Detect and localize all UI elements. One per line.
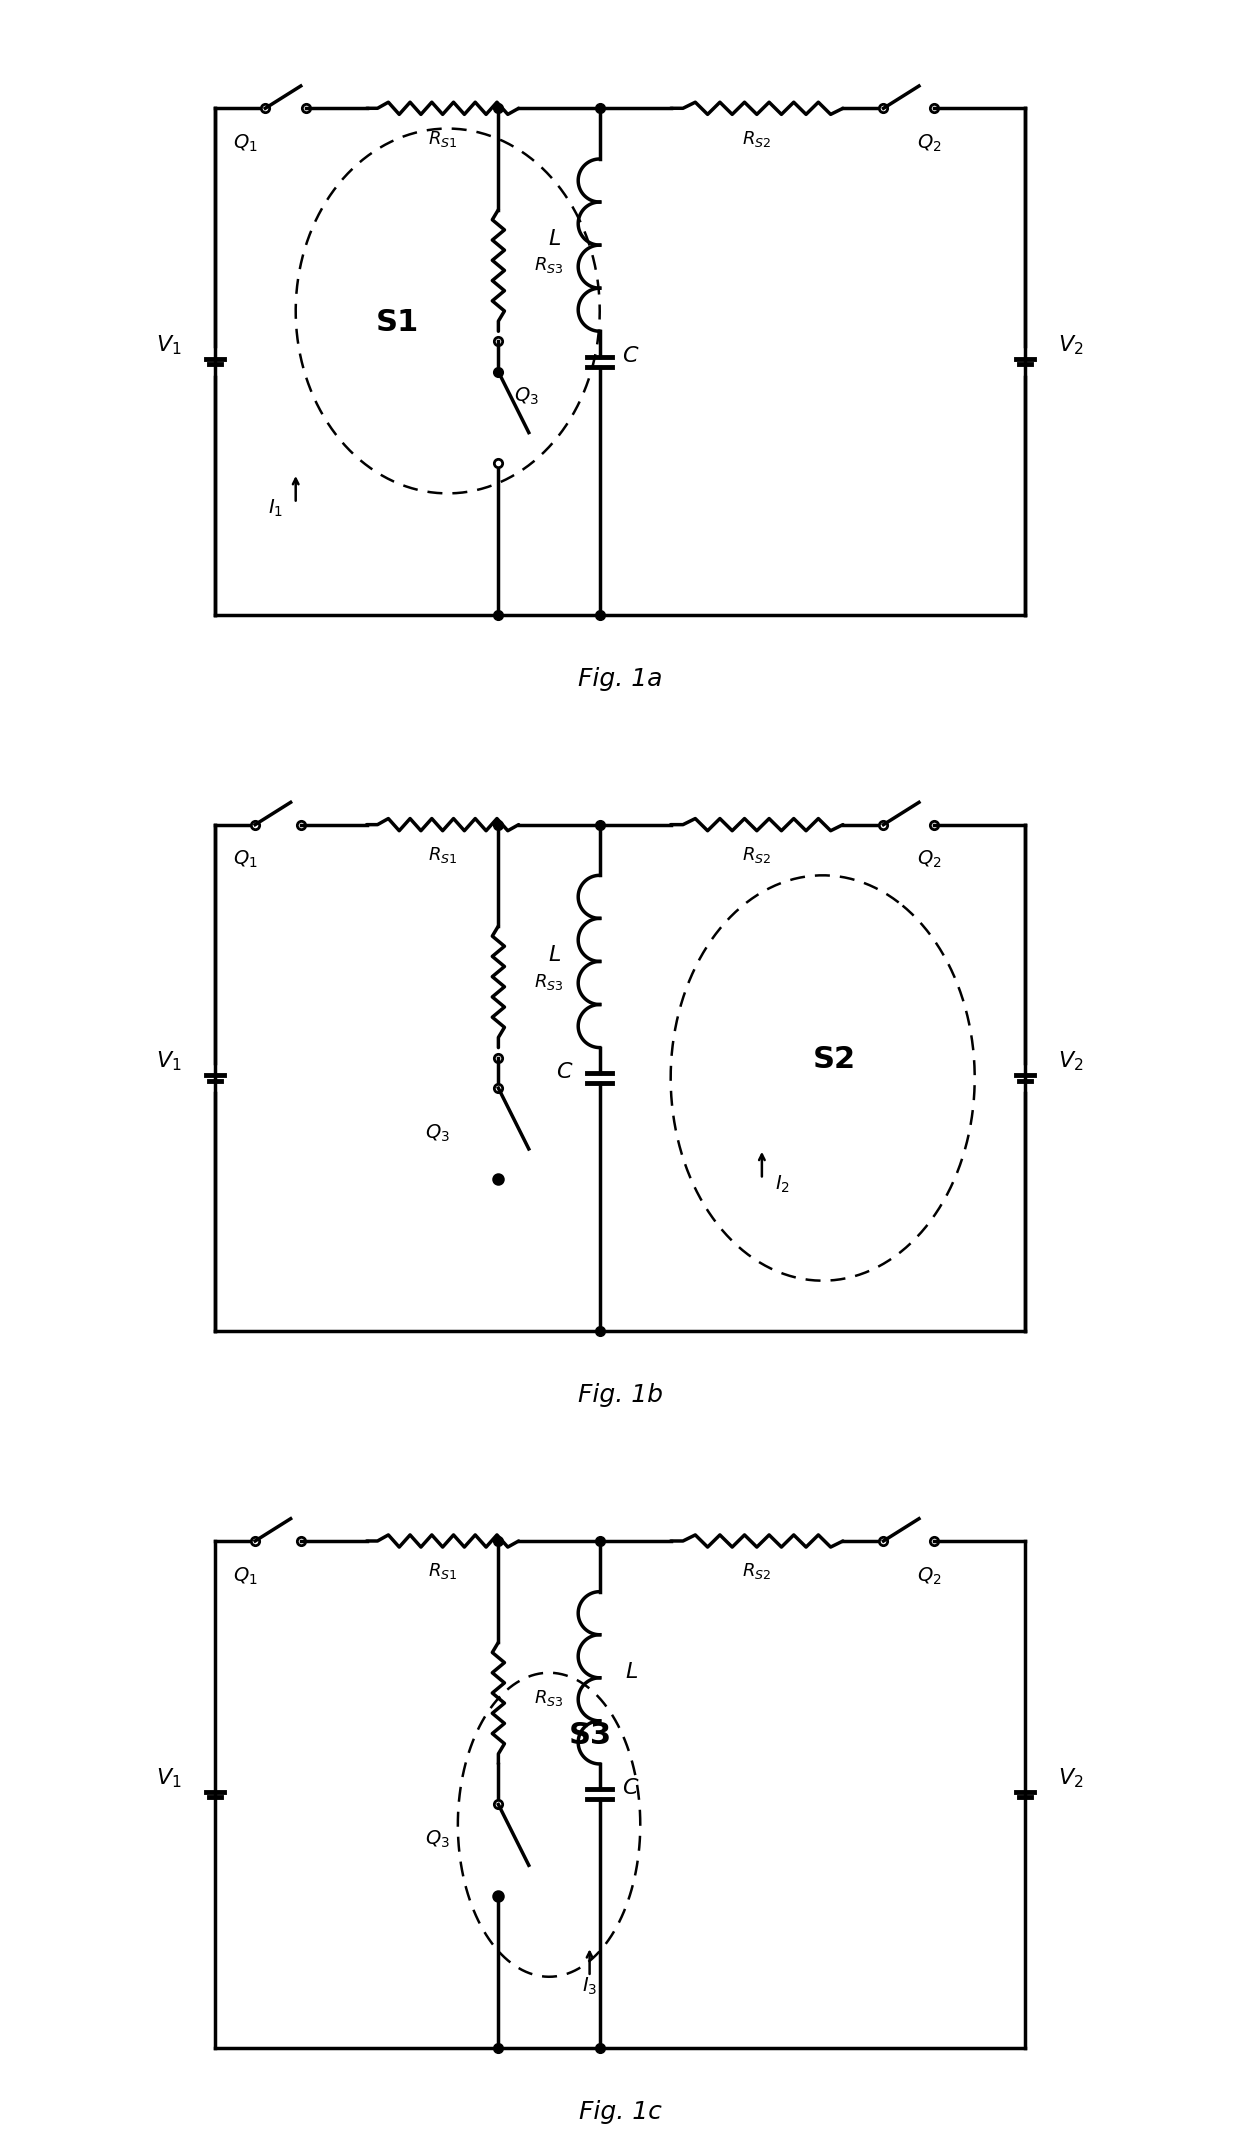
Text: $V_1$: $V_1$ bbox=[156, 1766, 182, 1789]
Text: $R_{S2}$: $R_{S2}$ bbox=[743, 129, 771, 149]
Text: $I_2$: $I_2$ bbox=[775, 1173, 790, 1194]
Text: $R_{S2}$: $R_{S2}$ bbox=[743, 845, 771, 865]
Text: $R_{S1}$: $R_{S1}$ bbox=[428, 845, 458, 865]
Text: $Q_2$: $Q_2$ bbox=[916, 134, 941, 153]
Text: $\mathbf{S3}$: $\mathbf{S3}$ bbox=[568, 1720, 611, 1751]
Text: $L$: $L$ bbox=[548, 946, 560, 966]
Text: $V_2$: $V_2$ bbox=[1058, 1766, 1084, 1789]
Text: $R_{S2}$: $R_{S2}$ bbox=[743, 1561, 771, 1583]
Text: $C$: $C$ bbox=[622, 345, 640, 367]
Text: $Q_1$: $Q_1$ bbox=[233, 849, 258, 871]
Text: $R_{S3}$: $R_{S3}$ bbox=[534, 972, 563, 992]
Text: $Q_2$: $Q_2$ bbox=[916, 1565, 941, 1587]
Text: Fig. 1a: Fig. 1a bbox=[578, 666, 662, 690]
Text: $C$: $C$ bbox=[622, 1779, 640, 1798]
Text: $L$: $L$ bbox=[548, 229, 560, 250]
Text: $I_1$: $I_1$ bbox=[268, 498, 283, 520]
Text: $R_{S1}$: $R_{S1}$ bbox=[428, 1561, 458, 1583]
Text: Fig. 1b: Fig. 1b bbox=[578, 1384, 662, 1408]
Text: $R_{S3}$: $R_{S3}$ bbox=[534, 254, 563, 276]
Text: $Q_2$: $Q_2$ bbox=[916, 849, 941, 871]
Text: $Q_3$: $Q_3$ bbox=[425, 1828, 450, 1850]
Text: $V_1$: $V_1$ bbox=[156, 334, 182, 358]
Text: $V_2$: $V_2$ bbox=[1058, 1050, 1084, 1074]
Text: $I_3$: $I_3$ bbox=[582, 1975, 598, 1996]
Text: $L$: $L$ bbox=[625, 1662, 639, 1682]
Text: $V_2$: $V_2$ bbox=[1058, 334, 1084, 358]
Text: $R_{S1}$: $R_{S1}$ bbox=[428, 129, 458, 149]
Text: $Q_1$: $Q_1$ bbox=[233, 1565, 258, 1587]
Text: $Q_3$: $Q_3$ bbox=[425, 1123, 450, 1145]
Text: $C$: $C$ bbox=[556, 1063, 573, 1082]
Text: $\mathbf{S1}$: $\mathbf{S1}$ bbox=[376, 308, 419, 336]
Text: $\mathbf{S2}$: $\mathbf{S2}$ bbox=[812, 1046, 854, 1074]
Text: $Q_1$: $Q_1$ bbox=[233, 134, 258, 153]
Text: Fig. 1c: Fig. 1c bbox=[579, 2100, 661, 2124]
Text: $Q_3$: $Q_3$ bbox=[513, 386, 538, 407]
Text: $V_1$: $V_1$ bbox=[156, 1050, 182, 1074]
Text: $R_{S3}$: $R_{S3}$ bbox=[534, 1688, 563, 1708]
